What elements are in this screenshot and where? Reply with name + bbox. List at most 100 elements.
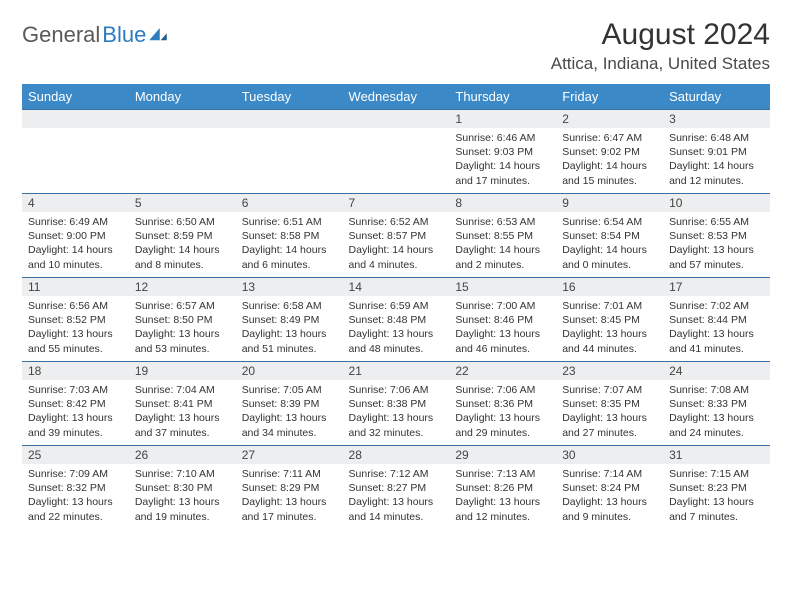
calendar-day-cell: 20Sunrise: 7:05 AMSunset: 8:39 PMDayligh…	[236, 362, 343, 446]
day-detail: Sunrise: 7:06 AMSunset: 8:38 PMDaylight:…	[343, 380, 450, 444]
daylight-text: Daylight: 14 hours and 6 minutes.	[242, 243, 337, 271]
day-number: 11	[22, 278, 129, 296]
sunset-text: Sunset: 8:48 PM	[349, 313, 444, 327]
sunrise-text: Sunrise: 7:15 AM	[669, 467, 764, 481]
sunrise-text: Sunrise: 6:55 AM	[669, 215, 764, 229]
day-number: 21	[343, 362, 450, 380]
day-detail: Sunrise: 6:54 AMSunset: 8:54 PMDaylight:…	[556, 212, 663, 276]
sunrise-text: Sunrise: 6:46 AM	[455, 131, 550, 145]
daylight-text: Daylight: 14 hours and 4 minutes.	[349, 243, 444, 271]
sail-icon	[149, 28, 167, 42]
calendar-week-row: 1Sunrise: 6:46 AMSunset: 9:03 PMDaylight…	[22, 110, 770, 194]
sunset-text: Sunset: 8:24 PM	[562, 481, 657, 495]
calendar-week-row: 25Sunrise: 7:09 AMSunset: 8:32 PMDayligh…	[22, 446, 770, 530]
daylight-text: Daylight: 13 hours and 17 minutes.	[242, 495, 337, 523]
day-detail: Sunrise: 7:04 AMSunset: 8:41 PMDaylight:…	[129, 380, 236, 444]
sunset-text: Sunset: 8:59 PM	[135, 229, 230, 243]
calendar-day-cell: 6Sunrise: 6:51 AMSunset: 8:58 PMDaylight…	[236, 194, 343, 278]
daylight-text: Daylight: 13 hours and 53 minutes.	[135, 327, 230, 355]
sunset-text: Sunset: 8:39 PM	[242, 397, 337, 411]
day-detail	[22, 128, 129, 135]
day-detail	[343, 128, 450, 135]
day-number: 29	[449, 446, 556, 464]
sunrise-text: Sunrise: 6:54 AM	[562, 215, 657, 229]
sunrise-text: Sunrise: 6:52 AM	[349, 215, 444, 229]
day-detail: Sunrise: 6:59 AMSunset: 8:48 PMDaylight:…	[343, 296, 450, 360]
calendar-day-cell: 22Sunrise: 7:06 AMSunset: 8:36 PMDayligh…	[449, 362, 556, 446]
day-number: 9	[556, 194, 663, 212]
calendar-day-cell: 27Sunrise: 7:11 AMSunset: 8:29 PMDayligh…	[236, 446, 343, 530]
day-number: 23	[556, 362, 663, 380]
day-detail: Sunrise: 7:05 AMSunset: 8:39 PMDaylight:…	[236, 380, 343, 444]
daylight-text: Daylight: 13 hours and 29 minutes.	[455, 411, 550, 439]
sunset-text: Sunset: 8:46 PM	[455, 313, 550, 327]
day-number: 3	[663, 110, 770, 128]
day-number: 13	[236, 278, 343, 296]
sunrise-text: Sunrise: 7:11 AM	[242, 467, 337, 481]
calendar-day-cell: 19Sunrise: 7:04 AMSunset: 8:41 PMDayligh…	[129, 362, 236, 446]
sunrise-text: Sunrise: 6:56 AM	[28, 299, 123, 313]
day-detail: Sunrise: 6:47 AMSunset: 9:02 PMDaylight:…	[556, 128, 663, 192]
daylight-text: Daylight: 14 hours and 15 minutes.	[562, 159, 657, 187]
sunset-text: Sunset: 8:44 PM	[669, 313, 764, 327]
sunset-text: Sunset: 9:03 PM	[455, 145, 550, 159]
calendar-day-cell: 11Sunrise: 6:56 AMSunset: 8:52 PMDayligh…	[22, 278, 129, 362]
day-number: 17	[663, 278, 770, 296]
day-number: 12	[129, 278, 236, 296]
day-number: 27	[236, 446, 343, 464]
day-detail: Sunrise: 6:53 AMSunset: 8:55 PMDaylight:…	[449, 212, 556, 276]
day-detail: Sunrise: 6:51 AMSunset: 8:58 PMDaylight:…	[236, 212, 343, 276]
day-number	[343, 110, 450, 128]
weekday-header: Friday	[556, 84, 663, 110]
sunset-text: Sunset: 8:38 PM	[349, 397, 444, 411]
logo-text-blue: Blue	[102, 22, 146, 48]
daylight-text: Daylight: 13 hours and 48 minutes.	[349, 327, 444, 355]
daylight-text: Daylight: 14 hours and 12 minutes.	[669, 159, 764, 187]
location: Attica, Indiana, United States	[551, 54, 770, 74]
day-detail: Sunrise: 6:50 AMSunset: 8:59 PMDaylight:…	[129, 212, 236, 276]
daylight-text: Daylight: 13 hours and 32 minutes.	[349, 411, 444, 439]
sunset-text: Sunset: 8:41 PM	[135, 397, 230, 411]
daylight-text: Daylight: 13 hours and 34 minutes.	[242, 411, 337, 439]
calendar-day-cell: 10Sunrise: 6:55 AMSunset: 8:53 PMDayligh…	[663, 194, 770, 278]
daylight-text: Daylight: 13 hours and 51 minutes.	[242, 327, 337, 355]
day-detail: Sunrise: 7:15 AMSunset: 8:23 PMDaylight:…	[663, 464, 770, 528]
daylight-text: Daylight: 13 hours and 46 minutes.	[455, 327, 550, 355]
calendar-table: SundayMondayTuesdayWednesdayThursdayFrid…	[22, 84, 770, 530]
calendar-day-cell: 5Sunrise: 6:50 AMSunset: 8:59 PMDaylight…	[129, 194, 236, 278]
calendar-day-cell: 16Sunrise: 7:01 AMSunset: 8:45 PMDayligh…	[556, 278, 663, 362]
calendar-day-cell	[129, 110, 236, 194]
day-detail	[129, 128, 236, 135]
day-number: 15	[449, 278, 556, 296]
sunrise-text: Sunrise: 6:59 AM	[349, 299, 444, 313]
sunrise-text: Sunrise: 7:06 AM	[349, 383, 444, 397]
day-number: 5	[129, 194, 236, 212]
sunrise-text: Sunrise: 6:50 AM	[135, 215, 230, 229]
sunrise-text: Sunrise: 7:06 AM	[455, 383, 550, 397]
day-number: 7	[343, 194, 450, 212]
daylight-text: Daylight: 13 hours and 22 minutes.	[28, 495, 123, 523]
sunrise-text: Sunrise: 7:05 AM	[242, 383, 337, 397]
calendar-day-cell: 13Sunrise: 6:58 AMSunset: 8:49 PMDayligh…	[236, 278, 343, 362]
day-detail: Sunrise: 7:00 AMSunset: 8:46 PMDaylight:…	[449, 296, 556, 360]
day-detail: Sunrise: 6:57 AMSunset: 8:50 PMDaylight:…	[129, 296, 236, 360]
daylight-text: Daylight: 13 hours and 39 minutes.	[28, 411, 123, 439]
calendar-day-cell: 17Sunrise: 7:02 AMSunset: 8:44 PMDayligh…	[663, 278, 770, 362]
day-number	[22, 110, 129, 128]
sunset-text: Sunset: 8:58 PM	[242, 229, 337, 243]
daylight-text: Daylight: 13 hours and 24 minutes.	[669, 411, 764, 439]
calendar-day-cell: 8Sunrise: 6:53 AMSunset: 8:55 PMDaylight…	[449, 194, 556, 278]
daylight-text: Daylight: 13 hours and 9 minutes.	[562, 495, 657, 523]
day-number: 26	[129, 446, 236, 464]
calendar-day-cell: 15Sunrise: 7:00 AMSunset: 8:46 PMDayligh…	[449, 278, 556, 362]
weekday-header: Wednesday	[343, 84, 450, 110]
calendar-day-cell	[22, 110, 129, 194]
sunrise-text: Sunrise: 7:01 AM	[562, 299, 657, 313]
sunrise-text: Sunrise: 7:02 AM	[669, 299, 764, 313]
calendar-day-cell	[343, 110, 450, 194]
day-detail: Sunrise: 7:14 AMSunset: 8:24 PMDaylight:…	[556, 464, 663, 528]
day-number: 4	[22, 194, 129, 212]
calendar-day-cell: 4Sunrise: 6:49 AMSunset: 9:00 PMDaylight…	[22, 194, 129, 278]
day-detail: Sunrise: 6:52 AMSunset: 8:57 PMDaylight:…	[343, 212, 450, 276]
calendar-day-cell: 9Sunrise: 6:54 AMSunset: 8:54 PMDaylight…	[556, 194, 663, 278]
